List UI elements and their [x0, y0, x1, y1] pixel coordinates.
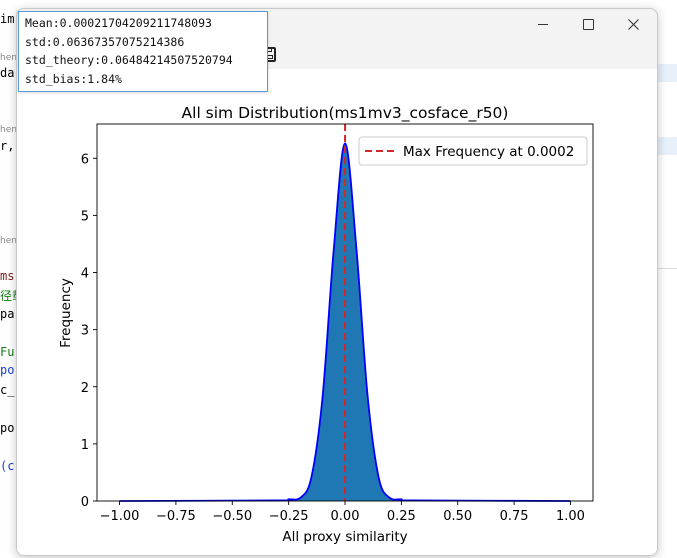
editor-code-line: po — [0, 421, 15, 435]
x-tick-label: 0.00 — [331, 509, 360, 524]
editor-gutter-text: hen — [0, 236, 17, 246]
editor-gutter-text: hen — [0, 125, 17, 135]
y-tick-label: 1 — [81, 438, 89, 453]
y-tick-label: 3 — [81, 324, 89, 339]
legend: Max Frequency at 0.0002 — [358, 136, 588, 166]
editor-code-line: r, — [0, 139, 15, 153]
editor-code-line: da — [0, 66, 15, 80]
y-axis-label: Frequency — [58, 278, 74, 348]
editor-highlight-line — [656, 64, 677, 82]
y-tick-label: 4 — [81, 267, 89, 282]
x-tick-label: −0.50 — [212, 509, 252, 524]
editor-code-line: Fu — [0, 345, 15, 359]
window-titlebar[interactable] — [17, 9, 657, 39]
x-tick-label: −1.00 — [100, 509, 140, 524]
x-tick-label: 0.50 — [443, 509, 472, 524]
minimize-icon — [538, 23, 548, 25]
plot-window: −1.00 −0.75 −0.50 −0.25 0.00 0.25 0.50 0.75 1.00… — [16, 8, 658, 556]
y-tick-label: 6 — [81, 152, 89, 167]
editor-gutter-text: hen — [0, 53, 17, 63]
maximize-button[interactable] — [568, 13, 608, 35]
legend-label: Max Frequency at 0.0002 — [403, 144, 574, 160]
editor-code-line: c_ — [0, 383, 15, 397]
minimize-button[interactable] — [523, 13, 563, 35]
stats-tooltip: Mean:0.00021704209211748093 std:0.063673… — [18, 11, 268, 92]
x-axis-label: All proxy similarity — [282, 529, 407, 545]
editor-code-line: (c — [0, 459, 15, 473]
tooltip-std-bias: std_bias:1.84% — [25, 71, 122, 86]
axes-frame — [96, 123, 594, 502]
editor-code-line: pa — [0, 307, 15, 321]
close-icon — [627, 18, 639, 30]
y-tick-label: 2 — [81, 381, 89, 396]
editor-code-line: im — [0, 12, 15, 26]
x-tick-label: 0.75 — [500, 509, 529, 524]
tooltip-std: std:0.06367357075214386 — [25, 34, 185, 49]
tooltip-std-theory: std_theory:0.06484214507520794 — [25, 53, 233, 67]
tooltip-mean: Mean:0.00021704209211748093 — [25, 16, 212, 30]
x-tick-label: −0.75 — [156, 509, 196, 524]
x-tick-label: 0.25 — [387, 509, 416, 524]
close-button[interactable] — [613, 13, 653, 35]
maximize-icon — [582, 18, 594, 30]
legend-box — [358, 136, 588, 166]
x-tick-label: −0.25 — [269, 509, 309, 524]
chart-title: All sim Distribution(ms1mv3_cosface_r50) — [182, 104, 509, 123]
y-tick-label: 5 — [81, 209, 89, 224]
density-curve — [119, 142, 571, 502]
editor-code-line: ms — [0, 269, 15, 283]
y-tick-label: 0 — [81, 495, 89, 510]
figure-canvas: −1.00 −0.75 −0.50 −0.25 0.00 0.25 0.50 0.75 1.00… — [17, 69, 657, 555]
x-tick-label: 1.00 — [556, 509, 585, 524]
chart: −1.00 −0.75 −0.50 −0.25 0.00 0.25 0.50 0.75 1.00… — [58, 104, 594, 545]
editor-highlight-line — [656, 137, 677, 155]
editor-divider — [656, 268, 677, 269]
editor-code-line: po — [0, 363, 15, 377]
